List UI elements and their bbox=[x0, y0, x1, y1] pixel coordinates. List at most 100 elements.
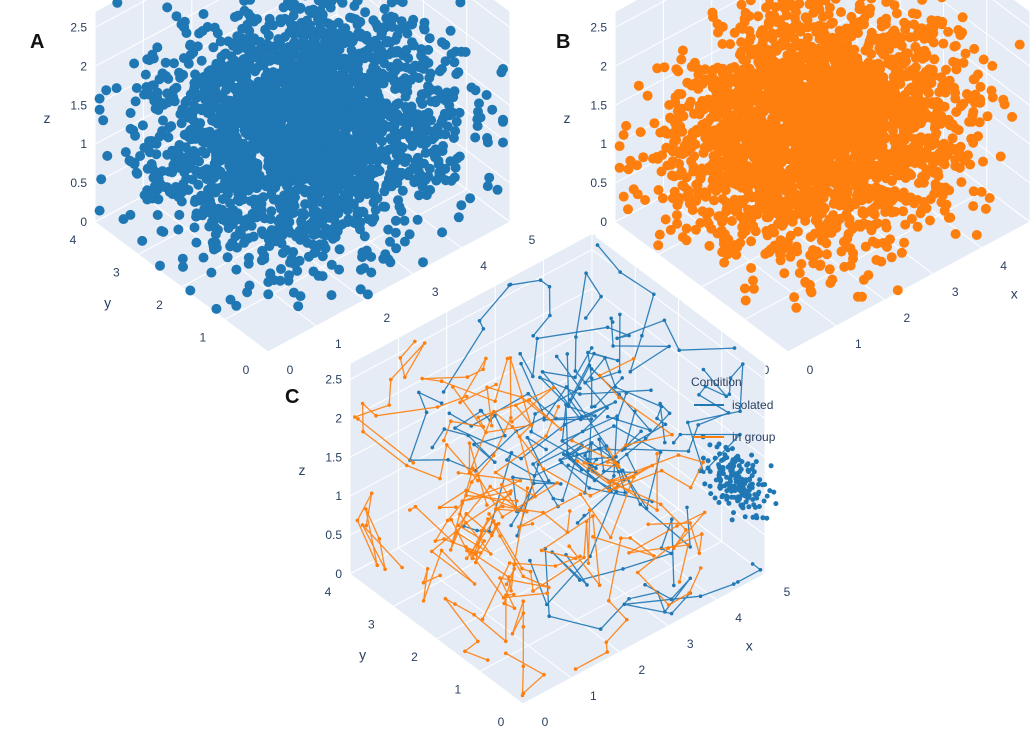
scatter-point bbox=[298, 36, 309, 47]
scatter-point bbox=[419, 132, 429, 143]
scatter-point bbox=[288, 10, 299, 21]
scatter-point bbox=[412, 152, 423, 163]
scatter-point bbox=[724, 110, 735, 121]
scatter-point bbox=[328, 206, 339, 217]
scatter-point bbox=[270, 236, 281, 247]
scatter-point bbox=[226, 138, 237, 149]
scatter-point bbox=[268, 20, 279, 31]
scatter-point bbox=[334, 221, 345, 232]
scatter-point bbox=[656, 166, 667, 177]
scatter-point bbox=[301, 135, 312, 146]
scatter-point bbox=[216, 62, 226, 73]
scatter-point bbox=[166, 148, 177, 159]
scatter-point bbox=[294, 255, 305, 266]
scatter-point bbox=[153, 105, 164, 115]
scatter-point bbox=[248, 139, 259, 150]
scatter-point bbox=[791, 195, 802, 205]
scatter-point bbox=[222, 189, 233, 200]
scatter-point bbox=[858, 274, 869, 285]
scatter-point bbox=[125, 108, 136, 118]
scatter-point bbox=[487, 104, 498, 115]
scatter-point bbox=[94, 104, 105, 115]
scatter-point bbox=[437, 37, 447, 48]
scatter-point bbox=[746, 236, 757, 247]
scatter-point bbox=[633, 80, 644, 91]
scatter-point bbox=[130, 96, 141, 107]
scatter-point bbox=[974, 117, 985, 128]
scatter-point bbox=[125, 123, 136, 134]
scatter-point bbox=[386, 71, 397, 82]
scatter-point bbox=[384, 103, 395, 114]
scatter-point bbox=[131, 83, 142, 93]
scatter-point bbox=[210, 141, 221, 152]
scatter-point bbox=[380, 201, 391, 212]
y-axis-title: y bbox=[104, 295, 111, 311]
scatter-point bbox=[329, 79, 340, 90]
scatter-point bbox=[343, 192, 354, 203]
scatter-point bbox=[313, 91, 324, 102]
scatter-point bbox=[945, 212, 956, 223]
scatter-point bbox=[718, 214, 729, 225]
scatter-point bbox=[386, 17, 396, 28]
scatter-point bbox=[796, 259, 807, 269]
scatter-point bbox=[355, 284, 366, 295]
scatter-point bbox=[355, 28, 366, 39]
scatter-point bbox=[359, 109, 369, 119]
z-tick-label: 2 bbox=[80, 59, 87, 73]
scatter-point bbox=[322, 188, 333, 199]
scatter-point bbox=[736, 0, 747, 10]
scatter-point bbox=[653, 240, 664, 251]
scatter-point bbox=[98, 115, 109, 126]
scatter-point bbox=[323, 133, 334, 144]
scatter-point bbox=[950, 229, 961, 239]
scatter-point bbox=[284, 46, 295, 57]
scatter-point bbox=[96, 174, 107, 185]
scatter-point bbox=[413, 122, 423, 133]
scatter-point bbox=[370, 77, 380, 88]
scatter-point bbox=[367, 122, 378, 133]
scatter-point bbox=[313, 76, 324, 86]
scatter-point bbox=[782, 195, 793, 206]
scatter-point bbox=[1014, 39, 1025, 50]
scatter-point bbox=[362, 289, 373, 300]
scatter-point bbox=[913, 178, 924, 189]
scatter-point bbox=[178, 261, 188, 272]
scatter-point bbox=[276, 264, 286, 274]
scatter-point bbox=[186, 134, 197, 145]
scatter-point bbox=[256, 107, 267, 118]
scatter-point bbox=[270, 72, 281, 83]
scatter-point bbox=[268, 127, 279, 138]
scatter-point bbox=[404, 229, 415, 240]
scatter-point bbox=[444, 110, 455, 121]
scatter-point bbox=[246, 119, 257, 130]
scatter-point bbox=[960, 48, 971, 59]
scatter-point bbox=[777, 92, 788, 103]
scatter-point bbox=[216, 90, 227, 101]
scatter-point bbox=[151, 138, 162, 149]
scatter-point bbox=[198, 9, 209, 19]
scatter-point bbox=[202, 200, 213, 211]
scatter-point bbox=[404, 166, 415, 177]
scatter-point bbox=[906, 213, 917, 224]
scatter-point bbox=[440, 56, 451, 67]
scatter-point bbox=[929, 54, 940, 65]
scatter-point bbox=[326, 142, 336, 152]
scatter-point bbox=[174, 209, 185, 220]
scatter-point bbox=[396, 167, 407, 178]
scatter-point bbox=[966, 133, 977, 144]
scatter-point bbox=[857, 291, 867, 302]
scatter-point bbox=[748, 275, 758, 286]
scatter-point bbox=[171, 82, 182, 93]
scatter-point bbox=[905, 120, 916, 131]
scatter-point bbox=[674, 112, 685, 123]
z-tick-label: 1.5 bbox=[70, 98, 87, 112]
scatter-point bbox=[424, 33, 435, 44]
scatter-point bbox=[390, 215, 401, 226]
scatter-point bbox=[442, 121, 453, 132]
scatter-point bbox=[278, 147, 289, 158]
scatter-point bbox=[828, 198, 839, 209]
scatter-point bbox=[328, 117, 339, 128]
scatter-point bbox=[649, 118, 660, 129]
scatter-point bbox=[325, 2, 336, 13]
scatter-point bbox=[224, 160, 235, 171]
